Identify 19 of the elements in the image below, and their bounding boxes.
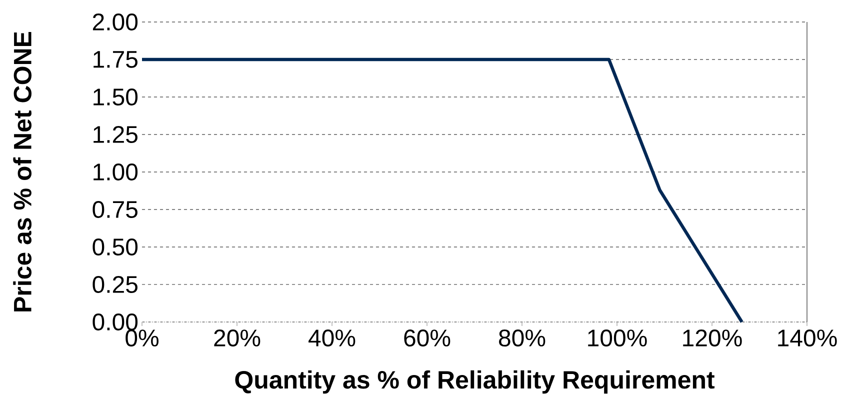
y-tick-label: 1.00 <box>94 164 138 180</box>
x-tick-label: 60% <box>404 330 450 347</box>
x-tick-label: 80% <box>499 330 546 347</box>
y-tick-label: 0.75 <box>92 201 138 218</box>
x-tick-label: 140% <box>778 330 837 347</box>
x-axis-title: Quantity as % of Reliability Requirement <box>235 370 715 394</box>
y-tick-label: 0.00 <box>92 314 138 330</box>
y-tick-label: 1.75 <box>94 51 138 68</box>
x-tick-label: 0% <box>126 330 158 347</box>
y-tick-label: 1.50 <box>94 88 138 106</box>
x-tick-label: 120% <box>683 330 742 347</box>
y-tick-label: 0.50 <box>92 238 138 256</box>
x-tick-label: 20% <box>214 330 260 347</box>
y-axis-title: Price as % of Net CONE <box>13 32 32 312</box>
y-tick-label: 2.00 <box>92 14 138 30</box>
y-tick-label: 1.25 <box>94 126 138 143</box>
x-tick-label: 40% <box>308 330 356 347</box>
x-tick-label: 100% <box>588 330 647 347</box>
y-tick-label: 0.25 <box>92 276 138 293</box>
